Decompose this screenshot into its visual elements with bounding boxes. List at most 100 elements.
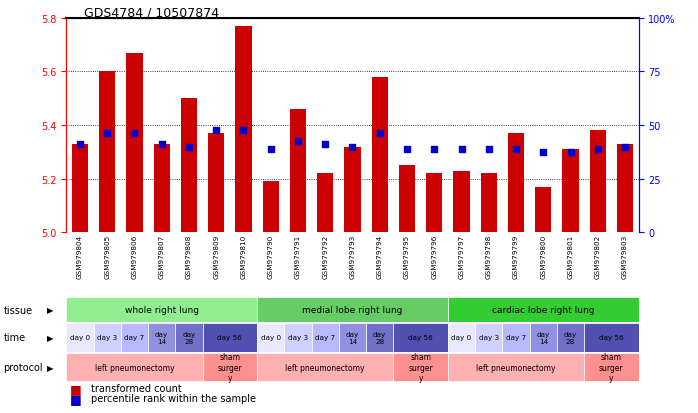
Point (102, 131, 113, 137)
Point (456, 147, 467, 153)
Text: day
28: day 28 (182, 331, 195, 344)
Text: left pneumonectomy: left pneumonectomy (95, 363, 174, 372)
Text: left pneumonectomy: left pneumonectomy (476, 363, 556, 372)
Bar (399, 166, 415, 233)
Bar (175, 323, 202, 352)
Text: day 0: day 0 (260, 335, 281, 340)
Text: day 7: day 7 (124, 335, 144, 340)
Text: day
14: day 14 (537, 331, 550, 344)
Bar (284, 323, 311, 352)
Text: whole right lung: whole right lung (125, 305, 199, 314)
Text: day 56: day 56 (408, 335, 433, 340)
Bar (121, 323, 148, 352)
Point (401, 147, 413, 153)
Text: day 7: day 7 (506, 335, 526, 340)
Point (374, 131, 385, 137)
Text: day
28: day 28 (564, 331, 577, 344)
Point (156, 141, 168, 148)
Bar (371, 78, 388, 233)
Bar (181, 99, 197, 233)
Text: sham
surger
y: sham surger y (408, 352, 433, 382)
Text: tissue: tissue (3, 305, 33, 315)
Bar (557, 323, 584, 352)
Text: ■: ■ (70, 382, 82, 395)
Bar (584, 353, 639, 382)
Bar (235, 26, 252, 233)
Point (483, 147, 494, 153)
Bar (72, 145, 88, 233)
Point (619, 144, 630, 150)
Bar (366, 323, 394, 352)
Text: ▶: ▶ (47, 305, 54, 314)
Bar (339, 323, 366, 352)
Text: day
28: day 28 (373, 331, 387, 344)
Text: day 56: day 56 (599, 335, 624, 340)
Bar (584, 323, 639, 352)
Text: day
14: day 14 (155, 331, 168, 344)
Point (292, 138, 304, 145)
Text: day 3: day 3 (479, 335, 499, 340)
Bar (202, 353, 257, 382)
Text: day 3: day 3 (288, 335, 308, 340)
Bar (311, 323, 339, 352)
Text: day
14: day 14 (346, 331, 359, 344)
Bar (257, 353, 394, 382)
Point (75, 141, 86, 148)
Text: day 56: day 56 (218, 335, 242, 340)
Bar (617, 145, 633, 233)
Bar (453, 171, 470, 233)
Bar (535, 188, 551, 233)
Bar (530, 323, 557, 352)
Bar (262, 182, 279, 233)
Bar (257, 323, 284, 352)
Bar (394, 353, 448, 382)
Bar (563, 150, 579, 233)
Bar (66, 353, 202, 382)
Text: transformed count: transformed count (91, 383, 181, 393)
Text: ▶: ▶ (47, 363, 54, 372)
Bar (290, 110, 306, 233)
Text: ■: ■ (70, 392, 82, 405)
Bar (126, 53, 142, 233)
Point (184, 144, 195, 150)
Text: day 0: day 0 (452, 335, 472, 340)
Bar (448, 353, 584, 382)
Bar (208, 134, 224, 233)
Point (320, 141, 331, 148)
Point (429, 147, 440, 153)
Point (592, 147, 603, 153)
Bar (257, 297, 448, 322)
Text: cardiac lobe right lung: cardiac lobe right lung (492, 305, 595, 314)
Text: sham
surger
y: sham surger y (599, 352, 624, 382)
Bar (508, 134, 524, 233)
Point (510, 147, 521, 153)
Text: ▶: ▶ (47, 333, 54, 342)
Text: sham
surger
y: sham surger y (218, 352, 242, 382)
Bar (448, 323, 475, 352)
Bar (154, 145, 170, 233)
Bar (481, 174, 497, 233)
Text: day 0: day 0 (70, 335, 90, 340)
Text: protocol: protocol (3, 362, 43, 372)
Bar (66, 323, 94, 352)
Point (129, 131, 140, 137)
Point (211, 128, 222, 134)
Bar (317, 174, 334, 233)
Bar (475, 323, 503, 352)
Bar (503, 323, 530, 352)
Bar (590, 131, 606, 233)
Point (265, 147, 276, 153)
Text: day 3: day 3 (97, 335, 117, 340)
Bar (99, 72, 115, 233)
Bar (148, 323, 175, 352)
Bar (394, 323, 448, 352)
Bar (448, 297, 639, 322)
Point (347, 144, 358, 150)
Text: medial lobe right lung: medial lobe right lung (302, 305, 403, 314)
Text: GDS4784 / 10507874: GDS4784 / 10507874 (84, 6, 219, 19)
Text: left pneumonectomy: left pneumonectomy (285, 363, 365, 372)
Bar (344, 147, 361, 233)
Bar (66, 297, 257, 322)
Bar (202, 323, 257, 352)
Bar (94, 323, 121, 352)
